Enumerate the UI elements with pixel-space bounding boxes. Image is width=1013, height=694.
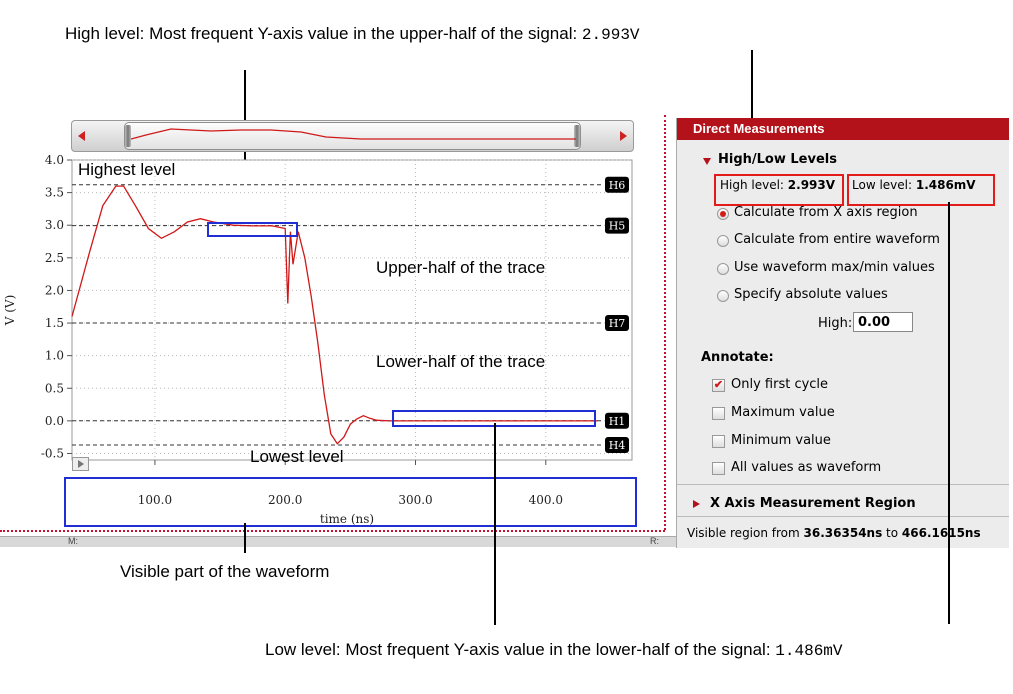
y-axis-label: V (V) bbox=[3, 295, 17, 327]
play-icon bbox=[78, 460, 84, 468]
x-tick-label: 100.0 bbox=[138, 493, 172, 507]
high-level-callout-text: High level: Most frequent Y-axis value i… bbox=[65, 24, 582, 43]
high-level-label: High level: bbox=[720, 178, 788, 192]
level-badge-h4 bbox=[605, 437, 629, 453]
high-low-section-title[interactable]: High/Low Levels bbox=[718, 152, 837, 167]
lowest-level-label: Lowest level bbox=[250, 447, 344, 466]
status-marker-left: M: bbox=[68, 536, 78, 546]
panel-divider-2 bbox=[677, 516, 1009, 517]
high-level-region-box bbox=[207, 222, 298, 237]
thumb-left-grip[interactable] bbox=[125, 125, 131, 147]
y-tick-label: -0.5 bbox=[41, 446, 64, 460]
low-level-label: Low level: bbox=[852, 178, 916, 192]
radio-max-min-label[interactable]: Use waveform max/min values bbox=[734, 260, 935, 275]
scrollbar-thumb[interactable] bbox=[124, 122, 581, 150]
low-level-trace-pointer-line bbox=[494, 423, 496, 625]
y-tick-label: 4.0 bbox=[45, 153, 64, 167]
visible-region-to: 466.1615ns bbox=[901, 526, 981, 540]
checkbox-all-values-label[interactable]: All values as waveform bbox=[731, 460, 882, 475]
level-label-h7: H7 bbox=[609, 317, 626, 330]
lower-half-label: Lower-half of the trace bbox=[376, 352, 546, 371]
checkbox-only-first-cycle-label[interactable]: Only first cycle bbox=[731, 377, 829, 392]
checkbox-maximum-value-label[interactable]: Maximum value bbox=[731, 405, 835, 420]
high-value-input[interactable]: 0.00 bbox=[853, 312, 913, 332]
checkbox-all-values[interactable] bbox=[712, 462, 725, 475]
x-axis-region-section-title[interactable]: X Axis Measurement Region bbox=[710, 496, 916, 511]
low-level-readout: Low level: 1.486mV bbox=[852, 178, 976, 192]
level-badge-h5 bbox=[605, 217, 629, 234]
status-strip: M: R: bbox=[0, 536, 676, 547]
status-marker-right: R: bbox=[650, 536, 659, 546]
scrollbar-thumbnail-waveform bbox=[131, 128, 576, 140]
level-label-h4: H4 bbox=[609, 439, 626, 452]
level-badge-h6 bbox=[605, 176, 629, 193]
checkbox-maximum-value[interactable] bbox=[712, 407, 725, 420]
level-badge-h7 bbox=[605, 315, 629, 332]
visible-part-callout: Visible part of the waveform bbox=[120, 562, 330, 581]
annotate-label: Annotate: bbox=[701, 350, 774, 365]
checkbox-minimum-value-label[interactable]: Minimum value bbox=[731, 433, 831, 448]
radio-x-axis-region[interactable] bbox=[717, 208, 729, 220]
y-tick-label: 1.5 bbox=[45, 316, 64, 330]
radio-max-min[interactable] bbox=[717, 263, 729, 275]
radio-absolute-label[interactable]: Specify absolute values bbox=[734, 287, 888, 302]
visible-region-prefix: Visible region from bbox=[687, 526, 804, 540]
scroll-right-arrow-icon[interactable] bbox=[620, 131, 627, 141]
scroll-left-arrow-icon[interactable] bbox=[78, 131, 85, 141]
play-button[interactable] bbox=[72, 457, 89, 471]
panel-title: Direct Measurements bbox=[677, 118, 1009, 140]
expand-high-low-icon[interactable] bbox=[703, 158, 711, 165]
y-tick-label: 0.0 bbox=[45, 414, 64, 428]
plot-window-border-right bbox=[664, 115, 666, 530]
x-tick-label: 400.0 bbox=[529, 493, 563, 507]
high-level-pointer-line bbox=[751, 50, 753, 180]
highest-level-label: Highest level bbox=[78, 160, 176, 179]
visible-region-from: 36.36354ns bbox=[803, 526, 883, 540]
radio-absolute[interactable] bbox=[717, 290, 729, 302]
upper-half-label: Upper-half of the trace bbox=[376, 258, 546, 277]
x-axis-visible-box bbox=[64, 477, 637, 527]
expand-x-axis-region-icon[interactable] bbox=[693, 500, 700, 508]
level-label-h1: H1 bbox=[609, 415, 626, 428]
x-axis-label: time (ns) bbox=[320, 512, 374, 526]
radio-entire-waveform[interactable] bbox=[717, 235, 729, 247]
high-level-readout: High level: 2.993V bbox=[720, 178, 835, 192]
low-level-highlight-box bbox=[847, 174, 995, 206]
low-level-callout-value: 1.486mV bbox=[775, 642, 843, 660]
y-tick-label: 2.5 bbox=[45, 251, 64, 265]
radio-entire-waveform-label[interactable]: Calculate from entire waveform bbox=[734, 232, 940, 247]
high-level-highlight-box bbox=[714, 174, 844, 206]
low-level-callout: Low level: Most frequent Y-axis value in… bbox=[265, 640, 843, 660]
x-tick-label: 200.0 bbox=[268, 493, 302, 507]
plot-window-border-bottom bbox=[0, 530, 665, 532]
y-tick-label: 3.5 bbox=[45, 186, 64, 200]
series-line-0 bbox=[71, 185, 598, 445]
high-level-callout-value: 2.993V bbox=[581, 26, 640, 44]
panel-divider bbox=[677, 484, 1009, 485]
radio-x-axis-region-label[interactable]: Calculate from X axis region bbox=[734, 205, 918, 220]
waveform-scrollbar[interactable] bbox=[71, 120, 634, 152]
level-badge-h1 bbox=[605, 412, 629, 429]
thumb-right-grip[interactable] bbox=[574, 125, 580, 147]
y-tick-label: 2.0 bbox=[45, 283, 64, 297]
x-tick-label: 300.0 bbox=[398, 493, 432, 507]
y-tick-label: 1.0 bbox=[45, 349, 64, 363]
low-level-callout-text: Low level: Most frequent Y-axis value in… bbox=[265, 640, 776, 659]
checkbox-only-first-cycle[interactable]: ✔ bbox=[712, 379, 725, 392]
level-label-h5: H5 bbox=[609, 220, 626, 233]
visible-part-pointer-line bbox=[244, 523, 246, 553]
checkbox-minimum-value[interactable] bbox=[712, 435, 725, 448]
low-level-value: 1.486mV bbox=[915, 178, 976, 192]
high-level-callout: High level: Most frequent Y-axis value i… bbox=[65, 24, 640, 44]
low-level-pointer-line bbox=[948, 202, 950, 624]
y-tick-label: 0.5 bbox=[45, 381, 64, 395]
y-tick-label: 3.0 bbox=[45, 218, 64, 232]
level-label-h6: H6 bbox=[609, 179, 626, 192]
visible-region-readout: Visible region from 36.36354ns to 466.16… bbox=[687, 526, 981, 540]
high-field-label: High: bbox=[818, 316, 853, 331]
visible-region-to-word: to bbox=[882, 526, 902, 540]
high-level-value: 2.993V bbox=[787, 178, 836, 192]
